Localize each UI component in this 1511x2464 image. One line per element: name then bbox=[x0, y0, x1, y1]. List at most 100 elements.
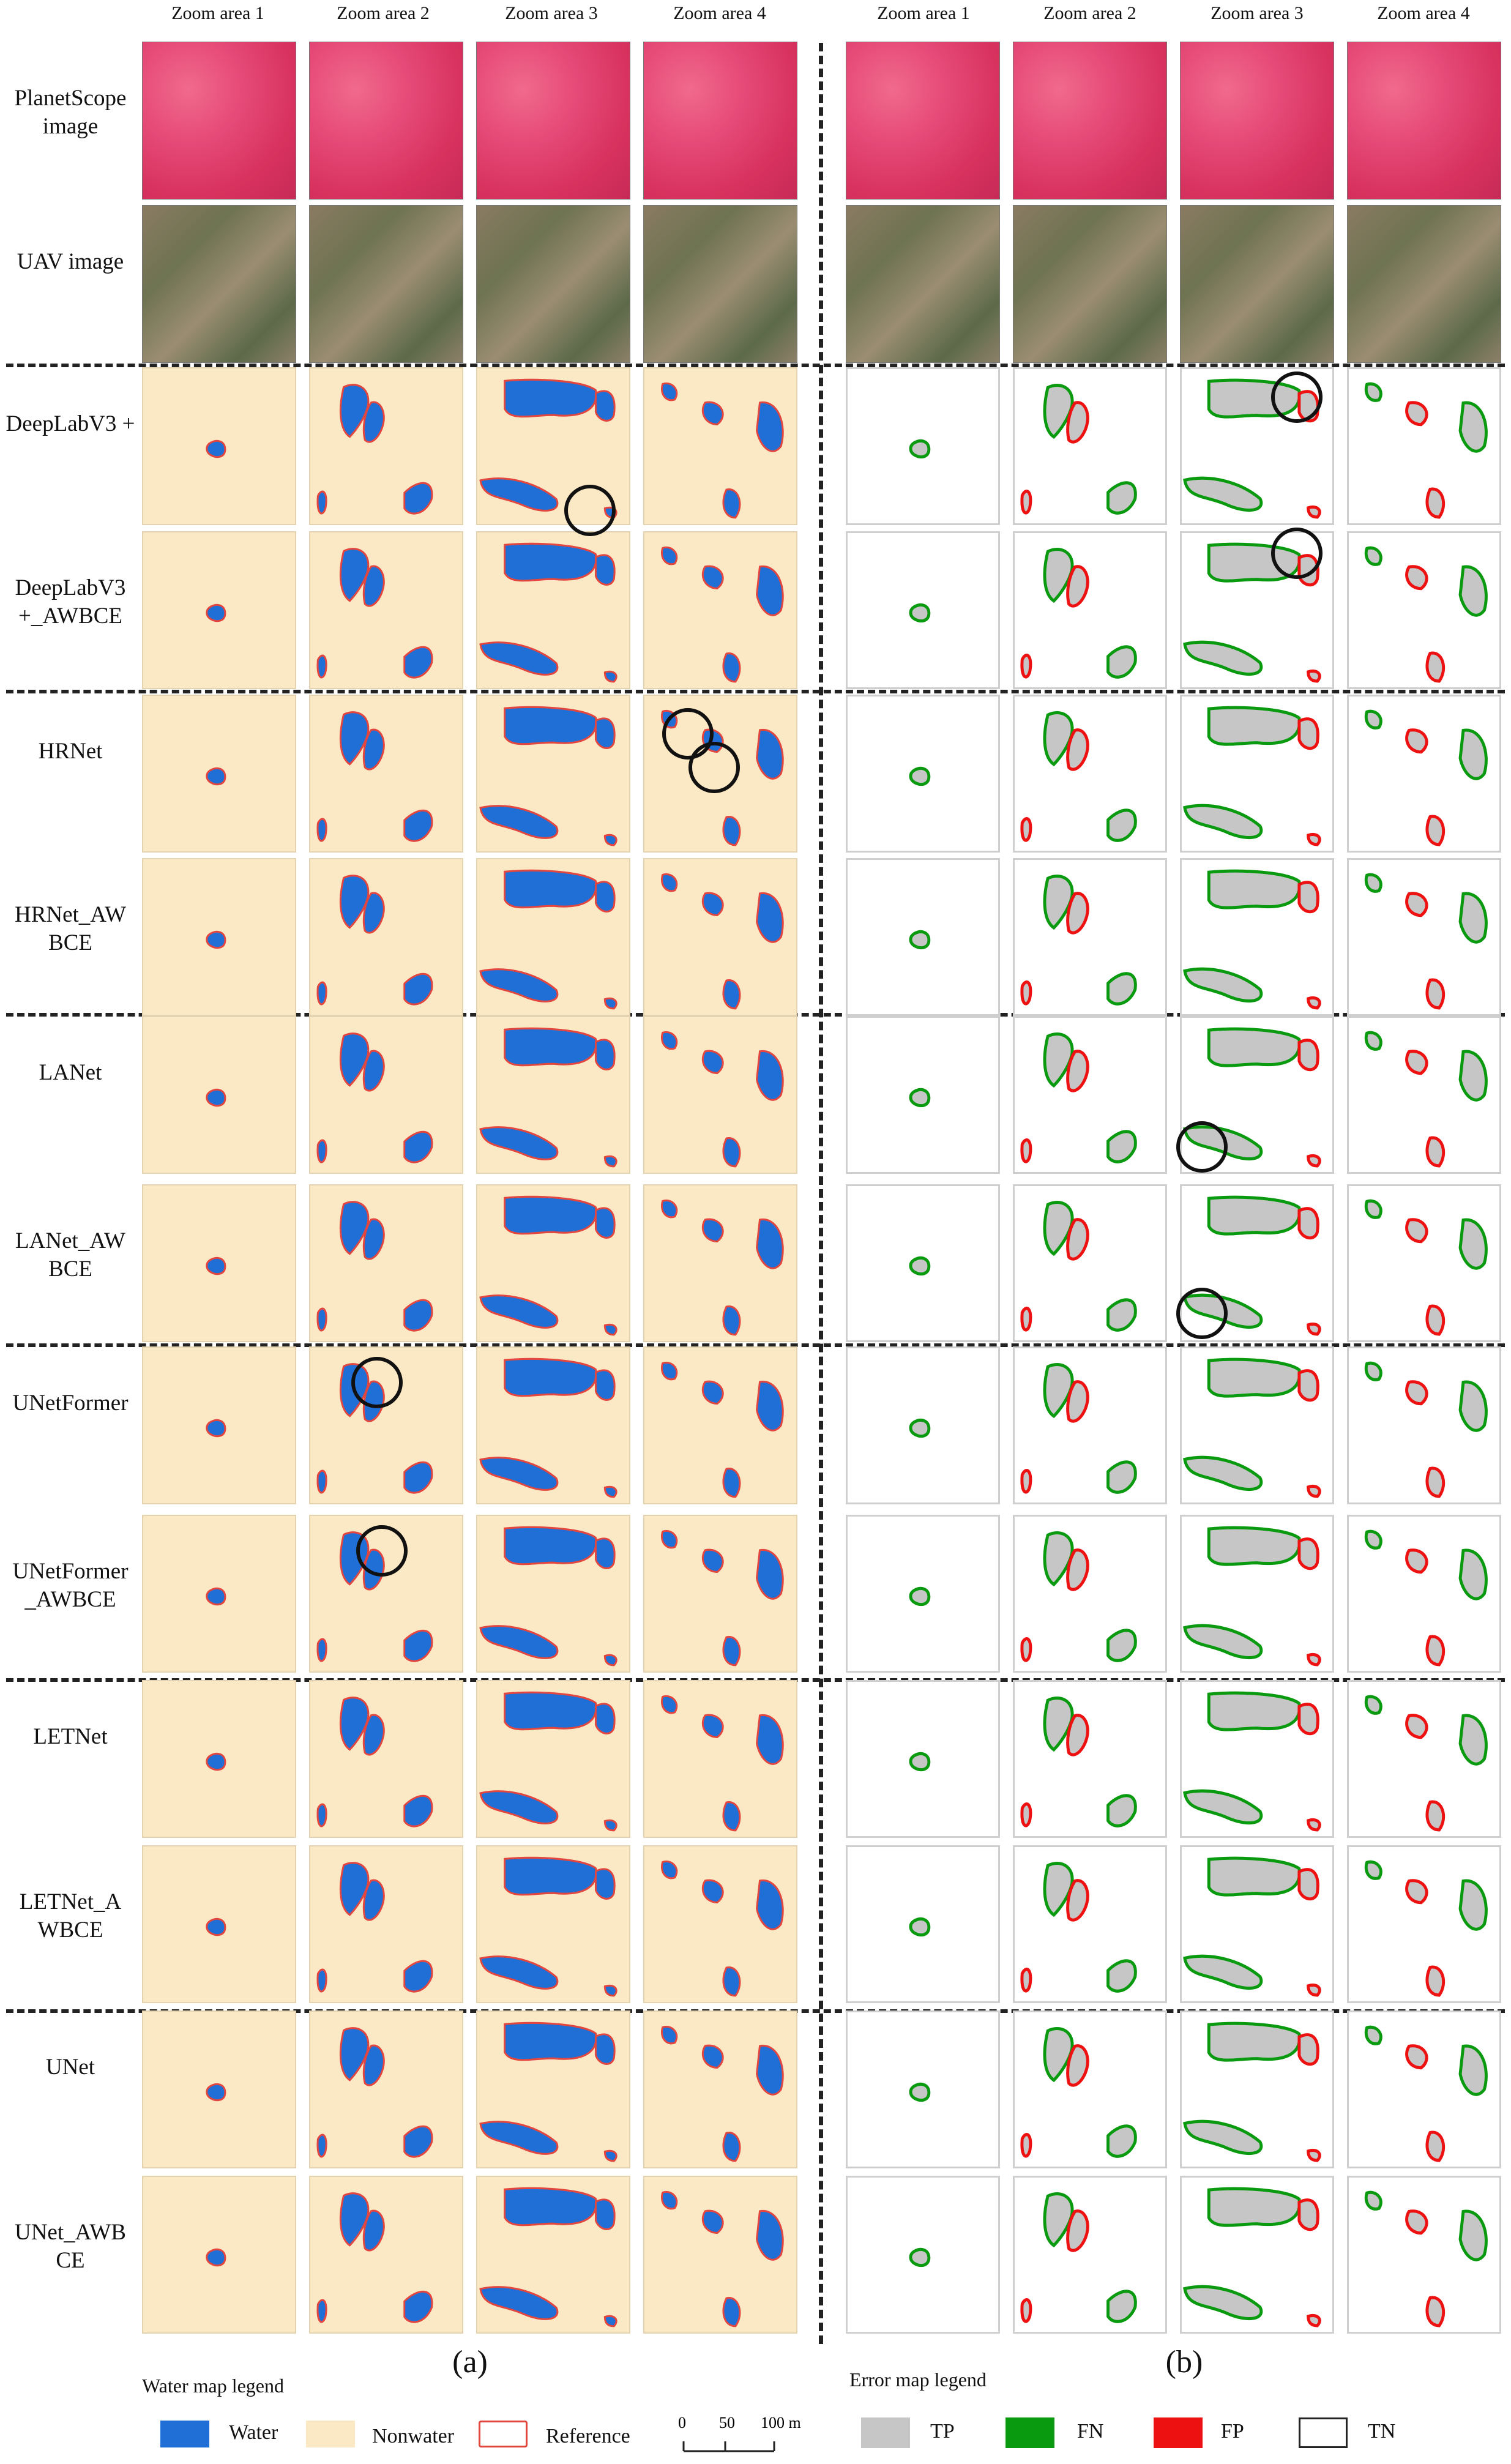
error-shape bbox=[1364, 873, 1382, 893]
error-shape bbox=[1043, 1200, 1074, 1256]
error-shape bbox=[1183, 1624, 1263, 1660]
error-shape bbox=[1043, 2192, 1074, 2248]
error-shape bbox=[1405, 1548, 1428, 1574]
error-shape bbox=[1364, 709, 1382, 730]
water-body-shape bbox=[316, 1139, 327, 1163]
water-map-tile bbox=[309, 695, 463, 853]
error-shape bbox=[1043, 1362, 1074, 1419]
uav-image bbox=[1347, 205, 1501, 363]
error-shape bbox=[1297, 1369, 1319, 1402]
error-shape bbox=[1307, 996, 1321, 1010]
water-body-shape bbox=[316, 490, 327, 515]
uav-image bbox=[643, 205, 797, 363]
error-shape bbox=[1364, 546, 1382, 566]
panel-label-b: (b) bbox=[1165, 2345, 1203, 2380]
error-shape bbox=[1066, 1879, 1089, 1922]
error-shape bbox=[1043, 1696, 1074, 1752]
scale-tick-100: 100 m bbox=[761, 2414, 801, 2432]
error-shape bbox=[1043, 1861, 1074, 1917]
water-body-shape bbox=[594, 1703, 616, 1734]
water-map-tile bbox=[142, 1184, 296, 1342]
water-body-shape bbox=[722, 979, 741, 1010]
water-body-shape bbox=[316, 1803, 327, 1827]
water-body-shape bbox=[594, 2033, 616, 2065]
error-col-header-2: Zoom area 2 bbox=[1043, 3, 1136, 23]
water-map-tile bbox=[309, 2010, 463, 2168]
water-body-shape bbox=[316, 981, 327, 1006]
water-body-shape bbox=[339, 548, 370, 602]
water-body-shape bbox=[594, 1039, 616, 1070]
water-body-shape bbox=[603, 1155, 617, 1168]
water-body-shape bbox=[504, 378, 597, 418]
error-map-tile bbox=[1180, 2176, 1334, 2334]
row-separator bbox=[6, 364, 1505, 367]
water-map-tile bbox=[476, 858, 630, 1016]
error-shape bbox=[1364, 1695, 1382, 1715]
error-map-tile bbox=[846, 1845, 1000, 2003]
error-shape bbox=[1297, 2033, 1319, 2066]
water-body-shape bbox=[603, 1485, 617, 1498]
error-shape bbox=[1066, 401, 1089, 444]
water-body-shape bbox=[206, 930, 226, 949]
error-shape bbox=[1106, 1629, 1137, 1662]
error-shape bbox=[1307, 1485, 1321, 1498]
water-body-shape bbox=[594, 1207, 616, 1239]
water-body-shape bbox=[206, 603, 226, 622]
error-legend-title: Error map legend bbox=[849, 2369, 987, 2391]
reference-swatch bbox=[479, 2421, 528, 2447]
water-body-shape bbox=[479, 1457, 559, 1491]
water-map-tile bbox=[309, 1184, 463, 1342]
water-body-shape bbox=[403, 1130, 433, 1163]
error-shape bbox=[1183, 1455, 1263, 1491]
water-body-shape bbox=[756, 1714, 784, 1765]
water-body-shape bbox=[661, 1860, 678, 1880]
highlight-circle bbox=[351, 1357, 403, 1408]
error-map-tile bbox=[846, 1016, 1000, 1174]
error-map-tile bbox=[1180, 2010, 1334, 2168]
error-map-tile bbox=[1347, 1184, 1501, 1342]
row-label: LETNet_A WBCE bbox=[19, 1889, 122, 1943]
water-body-shape bbox=[603, 2149, 617, 2162]
fn-legend-label: FN bbox=[1077, 2420, 1104, 2443]
fn-swatch bbox=[1005, 2417, 1054, 2448]
water-map-tile bbox=[643, 531, 797, 689]
water-body-shape bbox=[362, 2044, 385, 2086]
error-shape bbox=[1307, 1154, 1321, 1168]
error-shape bbox=[1297, 1868, 1319, 1901]
error-shape bbox=[1183, 1789, 1263, 1825]
water-body-shape bbox=[722, 816, 741, 846]
error-shape bbox=[909, 2247, 931, 2267]
planetscope-image bbox=[1347, 42, 1501, 200]
water-body-shape bbox=[316, 1307, 327, 1332]
error-shape bbox=[1183, 2119, 1263, 2156]
water-body-shape bbox=[701, 1714, 724, 1738]
error-shape bbox=[1307, 2149, 1321, 2162]
error-shape bbox=[1458, 1548, 1488, 1600]
water-body-shape bbox=[603, 670, 617, 683]
row-label: UNetFormer _AWBCE bbox=[12, 1559, 129, 1612]
water-body-shape bbox=[403, 646, 433, 679]
water-body-shape bbox=[701, 2209, 724, 2234]
error-shape bbox=[1020, 2133, 1032, 2158]
error-shape bbox=[1207, 2022, 1301, 2062]
water-map-tile bbox=[142, 1346, 296, 1504]
water-body-shape bbox=[206, 1256, 226, 1275]
water-body-shape bbox=[362, 401, 385, 443]
error-shape bbox=[1364, 1031, 1382, 1051]
error-shape bbox=[1405, 401, 1428, 427]
error-map-tile bbox=[1013, 531, 1167, 689]
water-body-shape bbox=[701, 1879, 724, 1903]
water-body-shape bbox=[594, 717, 616, 749]
water-body-shape bbox=[316, 1968, 327, 1993]
water-body-shape bbox=[206, 2083, 226, 2102]
error-shape bbox=[1207, 706, 1301, 746]
error-shape bbox=[1106, 2124, 1137, 2158]
water-legend-title: Water map legend bbox=[142, 2375, 284, 2397]
highlight-circle bbox=[1176, 1288, 1228, 1339]
error-map-tile bbox=[1013, 1346, 1167, 1504]
water-body-shape bbox=[594, 390, 616, 422]
water-col-header-3: Zoom area 3 bbox=[505, 3, 598, 23]
error-shape bbox=[1297, 881, 1319, 914]
water-body-shape bbox=[339, 711, 370, 766]
error-shape bbox=[1307, 506, 1321, 519]
